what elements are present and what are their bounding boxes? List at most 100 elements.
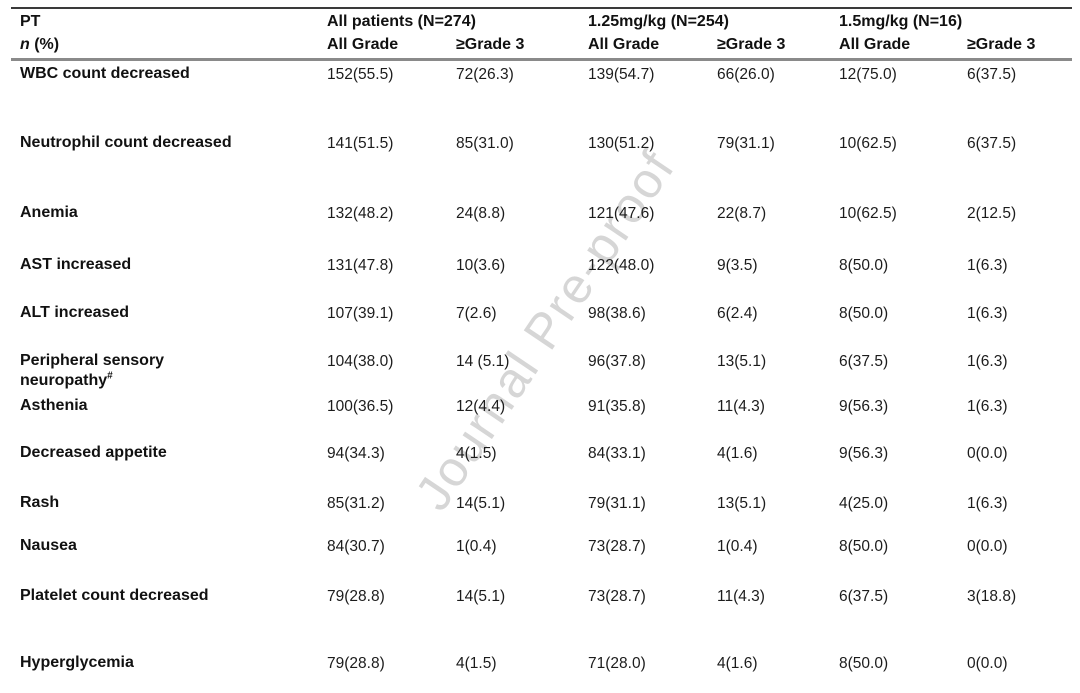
data-cell: 85(31.2) [327,494,385,512]
data-cell: 0(0.0) [967,654,1008,672]
subheader-grade3: ≥Grade 3 [456,36,525,53]
n-percent-header: n (%) [11,34,327,60]
table-row: AST increased 131(47.8) 10(3.6) 122(48.0) 9… [11,252,1072,300]
data-cell: 139(54.7) [588,66,655,83]
subheader-grade3: ≥Grade 3 [717,36,786,53]
data-cell: 84(33.1) [588,444,646,462]
data-cell: 152(55.5) [327,66,394,83]
table-row: ALT increased 107(39.1) 7(2.6) 98(38.6) 6(2… [11,300,1072,348]
data-cell: 79(31.1) [588,494,646,512]
data-cell: 94(34.3) [327,444,385,462]
data-cell: 98(38.6) [588,304,646,322]
data-cell: 1(0.4) [456,537,497,555]
data-cell: 6(37.5) [839,352,889,370]
data-cell: 10(3.6) [456,256,506,274]
data-cell: 85(31.0) [456,134,514,152]
table-row: Neutrophil count decreased 141(51.5) 85(3… [11,130,1072,200]
data-cell: 131(47.8) [327,256,394,274]
data-cell: 9(56.3) [839,444,889,462]
data-cell: 1(0.4) [717,537,758,555]
row-label: Platelet count decreased [20,586,209,604]
data-cell: 13(5.1) [717,352,767,370]
data-cell: 9(3.5) [717,256,758,274]
data-cell: 132(48.2) [327,204,394,222]
data-cell: 73(28.7) [588,587,646,605]
group-header-all-patients: All patients (N=274) [327,13,476,30]
data-cell: 4(1.6) [717,654,758,672]
data-cell: 7(2.6) [456,304,497,322]
row-label: Nausea [20,536,77,554]
row-label: Decreased appetite [20,443,167,461]
data-cell: 104(38.0) [327,352,394,370]
subheader-row: n (%) All Grade ≥Grade 3 All Grade ≥Grad… [11,34,1072,60]
data-cell: 13(5.1) [717,494,767,512]
data-cell: 84(30.7) [327,537,385,555]
data-cell: 9(56.3) [839,397,889,415]
data-cell: 2(12.5) [967,204,1017,222]
row-label: WBC count decreased [20,65,190,82]
row-label: Hyperglycemia [20,653,134,671]
table-row: Decreased appetite 94(34.3) 4(1.5) 84(33.1… [11,440,1072,490]
data-cell: 6(37.5) [967,66,1017,83]
subheader-grade3: ≥Grade 3 [967,36,1036,53]
data-cell: 141(51.5) [327,134,394,152]
percent-label: (%) [29,36,60,53]
row-label: Peripheral sensory neuropathy# [20,351,165,389]
group-header-1-25mgkg: 1.25mg/kg (N=254) [588,13,729,30]
pt-header-label: PT [20,13,41,30]
data-cell: 8(50.0) [839,537,889,555]
data-cell: 122(48.0) [588,256,655,274]
data-cell: 6(37.5) [839,587,889,605]
data-cell: 96(37.8) [588,352,646,370]
table-body: WBC count decreased 152(55.5) 72(26.3) 139… [11,60,1072,690]
data-cell: 4(1.6) [717,444,758,462]
data-cell: 10(62.5) [839,204,897,222]
data-cell: 1(6.3) [967,397,1008,415]
table-row: Asthenia 100(36.5) 12(4.4) 91(35.8) 11(4.3)… [11,393,1072,440]
pt-header: PT [11,8,327,34]
data-cell: 79(28.8) [327,587,385,605]
data-cell: 71(28.0) [588,654,646,672]
data-cell: 24(8.8) [456,204,506,222]
data-cell: 14(5.1) [456,494,506,512]
row-label: AST increased [20,255,132,273]
data-cell: 66(26.0) [717,66,775,83]
group-header-1-5mgkg: 1.5mg/kg (N=16) [839,13,963,30]
table-row: Nausea 84(30.7) 1(0.4) 73(28.7) 1(0.4) 8(50.… [11,533,1072,583]
data-cell: 8(50.0) [839,256,889,274]
data-cell: 14(5.1) [456,587,506,605]
row-label: Rash [20,493,60,511]
data-cell: 6(37.5) [967,134,1017,152]
data-cell: 72(26.3) [456,66,514,83]
row-label: Neutrophil count decreased [20,133,232,151]
data-cell: 22(8.7) [717,204,767,222]
data-cell: 11(4.3) [717,587,765,605]
data-cell: 79(28.8) [327,654,385,672]
table-row: Platelet count decreased 79(28.8) 14(5.1)… [11,583,1072,650]
table-header: PT All patients (N=274) 1.25mg/kg (N=254… [11,8,1073,60]
footnote-marker: # [107,370,113,382]
data-cell: 14 (5.1) [456,352,510,370]
data-cell: 8(50.0) [839,654,889,672]
data-cell: 1(6.3) [967,256,1008,274]
data-cell: 1(6.3) [967,352,1008,370]
data-cell: 12(75.0) [839,66,897,83]
table-row: Anemia 132(48.2) 24(8.8) 121(47.6) 22(8.7) 1… [11,200,1072,252]
data-cell: 1(6.3) [967,494,1008,512]
n-italic: n [20,36,30,53]
data-cell: 10(62.5) [839,134,897,152]
table-row: Peripheral sensory neuropathy# 104(38.0) 1… [11,348,1072,393]
row-label: Asthenia [20,396,88,414]
adverse-events-table: PT All patients (N=274) 1.25mg/kg (N=254… [11,7,1073,690]
data-cell: 91(35.8) [588,397,646,415]
data-cell: 6(2.4) [717,304,758,322]
data-cell: 0(0.0) [967,444,1008,462]
data-cell: 4(25.0) [839,494,889,512]
data-cell: 121(47.6) [588,204,655,222]
table-row: Hyperglycemia 79(28.8) 4(1.5) 71(28.0) 4(1.… [11,650,1072,690]
data-cell: 130(51.2) [588,134,655,152]
subheader-all-grade: All Grade [327,36,399,53]
subheader-all-grade: All Grade [588,36,660,53]
data-cell: 0(0.0) [967,537,1008,555]
